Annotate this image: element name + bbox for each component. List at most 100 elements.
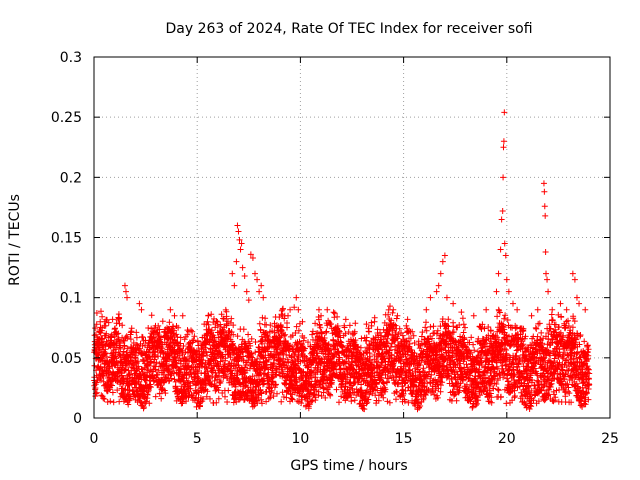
roti-point: [231, 282, 238, 289]
roti-point: [99, 324, 106, 331]
roti-point: [582, 306, 589, 313]
roti-point: [500, 138, 507, 145]
roti-point: [241, 273, 248, 280]
roti-point: [501, 240, 508, 247]
roti-point: [528, 312, 535, 319]
roti-point: [249, 254, 256, 261]
roti-point: [509, 300, 516, 307]
roti-point: [167, 306, 174, 313]
y-tick-label: 0: [73, 411, 82, 427]
roti-point: [557, 300, 564, 307]
roti-point: [254, 276, 261, 283]
roti-point: [233, 258, 240, 265]
roti-point: [315, 306, 322, 313]
roti-point: [363, 321, 370, 328]
y-tick-label: 0.2: [60, 170, 82, 186]
roti-point: [439, 258, 446, 265]
roti-point: [576, 300, 583, 307]
data-points: [91, 109, 593, 413]
roti-point: [247, 251, 254, 258]
roti-point: [483, 306, 490, 313]
roti-point: [258, 282, 265, 289]
roti-point: [443, 294, 450, 301]
roti-point: [245, 297, 252, 304]
roti-point: [423, 306, 430, 313]
roti-point: [563, 306, 570, 313]
roti-point: [394, 312, 401, 319]
roti-point: [342, 316, 349, 323]
roti-point: [390, 306, 397, 313]
x-tick-label: 20: [498, 431, 516, 447]
roti-point: [470, 312, 477, 319]
x-tick-label: 15: [395, 431, 413, 447]
roti-point: [260, 294, 267, 301]
roti-point: [291, 304, 298, 311]
roti-point: [573, 294, 580, 301]
roti-point: [500, 144, 507, 151]
roti-point: [136, 300, 143, 307]
roti-point: [237, 246, 244, 253]
roti-point: [251, 270, 258, 277]
roti-point: [534, 306, 541, 313]
roti-point: [427, 294, 434, 301]
roti-point: [569, 270, 576, 277]
x-axis-label: GPS time / hours: [290, 458, 407, 474]
roti-point: [571, 276, 578, 283]
roti-point: [500, 174, 507, 181]
roti-point: [501, 109, 508, 116]
roti-point: [540, 180, 547, 187]
roti-point: [544, 276, 551, 283]
roti-point: [450, 300, 457, 307]
x-tick-label: 5: [193, 431, 202, 447]
roti-point: [441, 252, 448, 259]
roti-point: [541, 203, 548, 210]
roti-point: [235, 228, 242, 235]
axis-ticks: 0 0.05 0.1 0.15 0.2 0.25 0.3 0 5 10 15 20 25: [51, 50, 619, 447]
roti-point: [97, 318, 104, 325]
roti-point: [545, 288, 552, 295]
x-tick-label: 25: [601, 431, 619, 447]
roti-point: [121, 282, 128, 289]
roti-point: [295, 306, 302, 313]
y-tick-label: 0.05: [51, 351, 82, 367]
roti-point: [171, 312, 178, 319]
roti-point: [179, 312, 186, 319]
roti-point: [324, 306, 331, 313]
roti-point: [285, 312, 292, 319]
y-tick-label: 0.3: [60, 50, 82, 66]
roti-point: [549, 306, 556, 313]
roti-point: [505, 288, 512, 295]
roti-point: [458, 309, 465, 316]
roti-point: [502, 252, 509, 259]
y-tick-label: 0.25: [51, 110, 82, 126]
roti-point: [299, 318, 306, 325]
roti-point: [497, 246, 504, 253]
roti-point: [243, 288, 250, 295]
roti-point: [514, 306, 521, 313]
roti-point: [238, 240, 245, 247]
roti-point: [499, 208, 506, 215]
roti-point: [239, 264, 246, 271]
roti-point: [498, 216, 505, 223]
roti-point: [495, 270, 502, 277]
roti-point: [122, 288, 129, 295]
roti-point: [293, 294, 300, 301]
y-tick-label: 0.15: [51, 231, 82, 247]
roti-point: [493, 288, 500, 295]
roti-point: [229, 270, 236, 277]
y-axis-label: ROTI / TECUs: [7, 194, 23, 286]
roti-point: [433, 288, 440, 295]
roti-point: [318, 312, 325, 319]
x-tick-label: 10: [291, 431, 309, 447]
roti-point: [435, 282, 442, 289]
x-tick-label: 0: [90, 431, 99, 447]
roti-point: [541, 188, 548, 195]
roti-point: [204, 318, 211, 325]
roti-point: [542, 212, 549, 219]
roti-point: [503, 276, 510, 283]
chart-title: Day 263 of 2024, Rate Of TEC Index for r…: [165, 21, 532, 37]
roti-point: [124, 294, 131, 301]
roti-point: [140, 405, 147, 412]
